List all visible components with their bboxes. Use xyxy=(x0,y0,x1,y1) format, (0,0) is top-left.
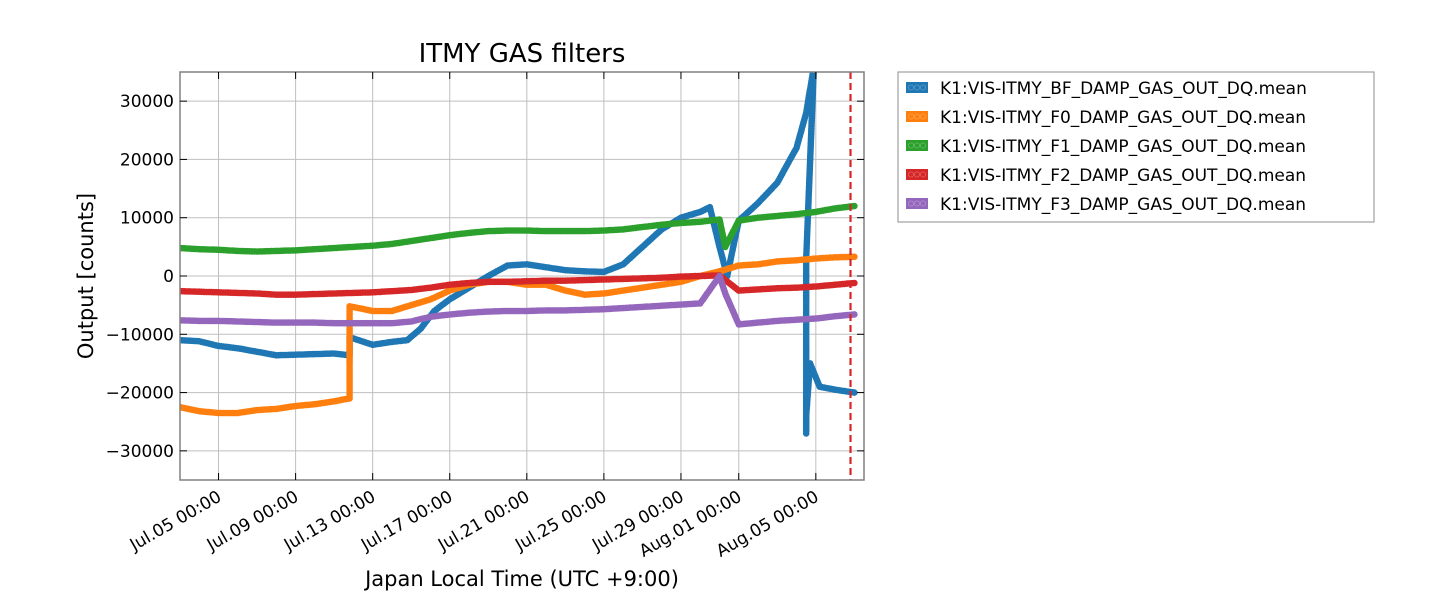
legend-entry: K1:VIS-ITMY_F2_DAMP_GAS_OUT_DQ.mean xyxy=(906,166,1306,186)
y-tick-label: 10000 xyxy=(120,209,174,229)
y-tick-label: 20000 xyxy=(120,150,174,170)
legend-marker xyxy=(914,84,920,91)
x-axis-title: Japan Local Time (UTC +9:00) xyxy=(363,567,679,591)
legend: K1:VIS-ITMY_BF_DAMP_GAS_OUT_DQ.mean K1:VI… xyxy=(897,71,1375,223)
legend-marker xyxy=(920,142,926,149)
legend-marker xyxy=(920,200,926,207)
y-tick-label: 0 xyxy=(163,267,174,287)
legend-label: K1:VIS-ITMY_F1_DAMP_GAS_OUT_DQ.mean xyxy=(940,137,1306,157)
legend-marker xyxy=(914,171,920,178)
y-tick-label: 30000 xyxy=(120,92,174,112)
legend-marker xyxy=(920,171,926,178)
legend-marker xyxy=(920,113,926,120)
grid-lines xyxy=(180,72,864,480)
legend-frame xyxy=(897,71,1375,223)
legend-marker xyxy=(914,113,920,120)
series-1 xyxy=(180,253,858,417)
legend-marker xyxy=(914,142,920,149)
data-point xyxy=(851,253,858,261)
series-3 xyxy=(180,272,858,299)
data-point xyxy=(851,311,858,318)
data-point xyxy=(851,389,858,396)
legend-marker xyxy=(914,200,920,207)
y-axis: 30000 20000 10000 0 −10000 −20000 −30000 xyxy=(106,92,864,462)
chart-title: ITMY GAS filters xyxy=(419,39,626,69)
y-tick-label: −20000 xyxy=(106,384,174,404)
legend-entry: K1:VIS-ITMY_BF_DAMP_GAS_OUT_DQ.mean xyxy=(906,79,1307,99)
legend-marker xyxy=(908,113,914,120)
y-tick-label: −30000 xyxy=(106,442,174,462)
data-point xyxy=(811,65,818,72)
legend-marker xyxy=(908,142,914,149)
legend-marker xyxy=(920,84,926,91)
data-point xyxy=(851,279,858,287)
series-layer xyxy=(180,63,858,437)
legend-entry: K1:VIS-ITMY_F3_DAMP_GAS_OUT_DQ.mean xyxy=(906,195,1306,215)
plot-area xyxy=(180,63,858,480)
legend-label: K1:VIS-ITMY_F0_DAMP_GAS_OUT_DQ.mean xyxy=(940,108,1306,128)
legend-entry: K1:VIS-ITMY_F1_DAMP_GAS_OUT_DQ.mean xyxy=(906,137,1306,157)
legend-marker xyxy=(908,200,914,207)
series-2 xyxy=(180,202,858,255)
y-tick-label: −10000 xyxy=(106,325,174,345)
data-point xyxy=(811,63,818,70)
legend-marker xyxy=(908,171,914,178)
legend-marker xyxy=(908,84,914,91)
legend-label: K1:VIS-ITMY_F3_DAMP_GAS_OUT_DQ.mean xyxy=(940,195,1306,215)
data-point xyxy=(810,65,817,72)
legend-label: K1:VIS-ITMY_BF_DAMP_GAS_OUT_DQ.mean xyxy=(940,79,1307,99)
y-axis-title: Output [counts] xyxy=(74,193,98,359)
legend-label: K1:VIS-ITMY_F2_DAMP_GAS_OUT_DQ.mean xyxy=(940,166,1306,186)
series-4 xyxy=(180,272,858,328)
legend-entry: K1:VIS-ITMY_F0_DAMP_GAS_OUT_DQ.mean xyxy=(906,108,1306,128)
data-point xyxy=(851,202,858,210)
